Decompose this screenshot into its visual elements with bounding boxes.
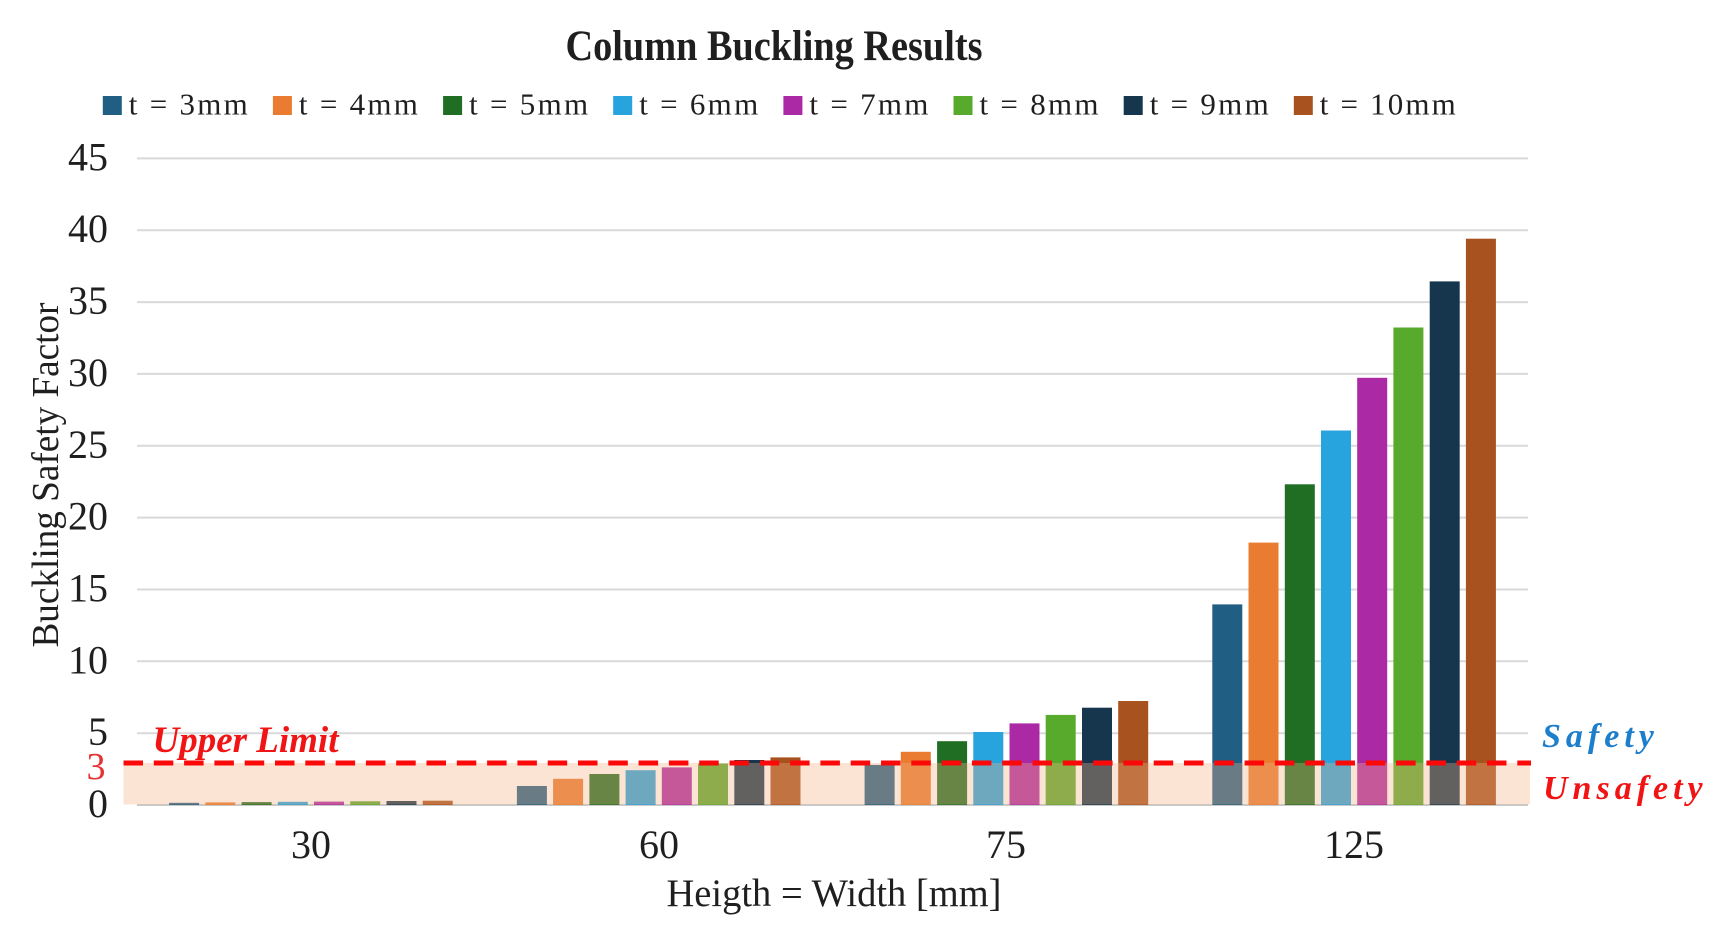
svg-text:45: 45 [68, 134, 108, 179]
svg-text:3: 3 [87, 746, 106, 788]
svg-text:125: 125 [1324, 822, 1384, 867]
svg-text:t = 10mm: t = 10mm [1320, 87, 1456, 122]
svg-text:t = 4mm: t = 4mm [299, 87, 418, 122]
svg-text:Column Buckling Results: Column Buckling Results [566, 23, 983, 70]
svg-text:t = 9mm: t = 9mm [1150, 87, 1269, 122]
svg-text:30: 30 [68, 350, 108, 395]
svg-text:t = 3mm: t = 3mm [129, 87, 248, 122]
svg-text:20: 20 [68, 494, 108, 539]
svg-text:75: 75 [986, 822, 1026, 867]
svg-text:Unsafety: Unsafety [1543, 770, 1708, 807]
svg-text:30: 30 [291, 822, 331, 867]
svg-text:60: 60 [639, 822, 679, 867]
svg-text:t = 6mm: t = 6mm [639, 87, 758, 122]
svg-text:Upper Limit: Upper Limit [152, 720, 340, 761]
svg-text:40: 40 [68, 206, 108, 251]
svg-text:10: 10 [68, 637, 108, 682]
svg-text:15: 15 [68, 566, 108, 611]
svg-text:0: 0 [88, 781, 108, 826]
svg-text:Heigth = Width [mm]: Heigth = Width [mm] [667, 872, 1002, 915]
svg-text:25: 25 [68, 422, 108, 467]
svg-text:Buckling Safety Factor: Buckling Safety Factor [25, 302, 67, 647]
svg-text:t = 8mm: t = 8mm [980, 87, 1099, 122]
svg-text:t = 5mm: t = 5mm [469, 87, 588, 122]
svg-text:5: 5 [88, 709, 108, 754]
svg-text:t = 7mm: t = 7mm [809, 87, 928, 122]
svg-text:Safety: Safety [1542, 718, 1659, 755]
svg-text:35: 35 [68, 278, 108, 323]
